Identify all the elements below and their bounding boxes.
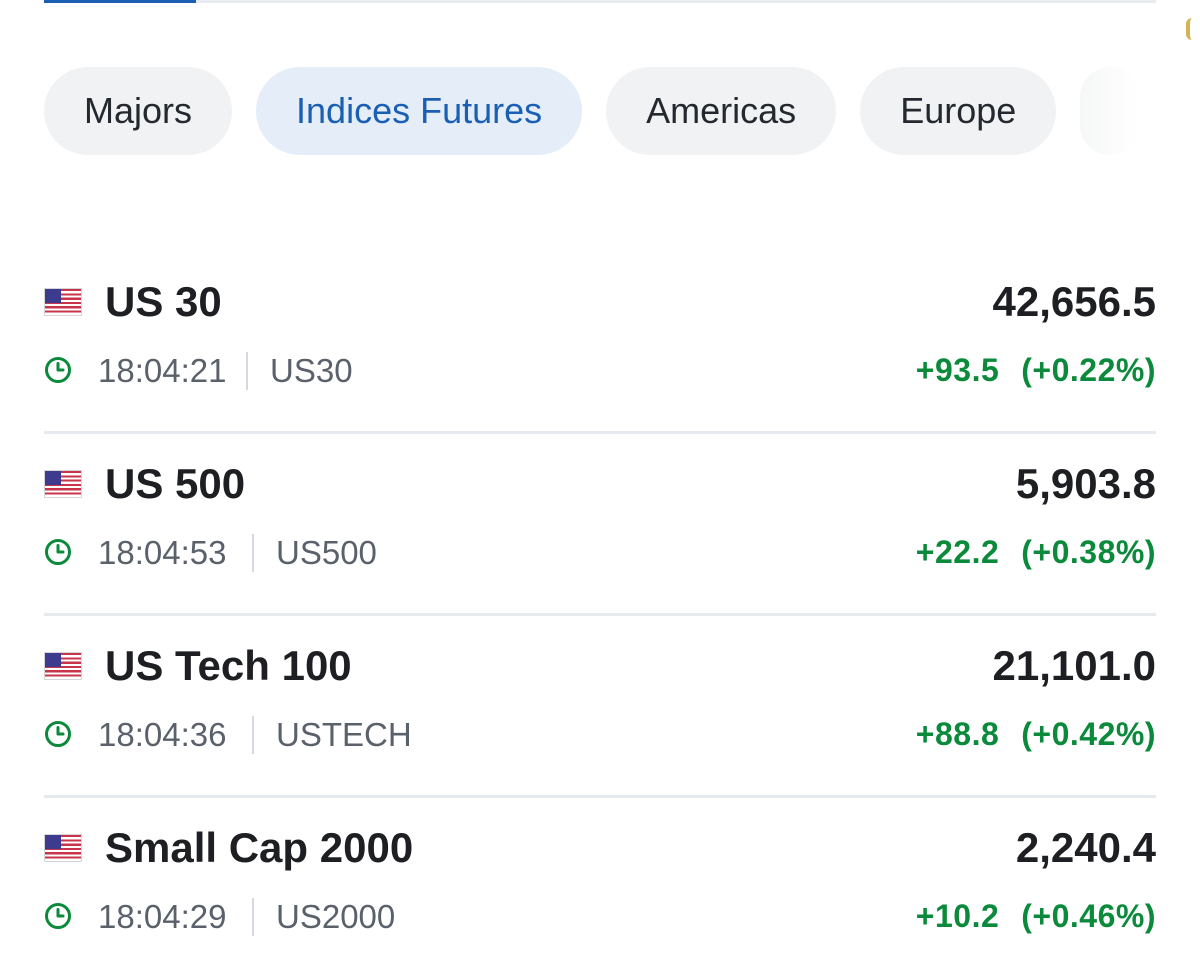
update-time: 18:04:36 [98,716,227,753]
clock-icon [45,721,71,747]
tab-indices-futures[interactable]: Indices Futures [256,67,583,155]
instrument-symbol: US30 [270,352,353,389]
change-percent: (+0.38%) [1021,534,1156,570]
price-change: +10.2 (+0.46%) [916,898,1156,935]
us-flag-icon [44,288,82,316]
instrument-row-ustech[interactable]: US Tech 100 21,101.0 18:04:36 USTECH +88… [44,616,1156,798]
change-value: +22.2 [915,534,1000,570]
change-percent: (+0.22%) [1021,352,1156,388]
instrument-price: 42,656.5 [992,278,1157,325]
instrument-name: US Tech 100 [105,642,352,689]
change-value: +93.5 [915,352,1000,388]
instrument-name: Small Cap 2000 [105,824,414,871]
tab-americas[interactable]: Americas [606,67,837,155]
change-value: +10.2 [915,898,1000,934]
update-time: 18:04:21 [98,352,227,389]
instrument-row-us2000[interactable]: Small Cap 2000 2,240.4 18:04:29 US2000 +… [44,798,1156,964]
change-value: +88.8 [915,716,1000,752]
active-tab-underline [44,0,196,3]
instrument-symbol: US500 [276,534,377,571]
us-flag-icon [44,834,82,862]
update-time: 18:04:53 [98,534,227,571]
instrument-row-us500[interactable]: US 500 5,903.8 18:04:53 US500 +22.2 (+0.3… [44,434,1156,616]
instrument-symbol: USTECH [276,716,412,753]
edge-decoration [1186,18,1200,40]
us-flag-icon [44,470,82,498]
divider [252,534,254,572]
tab-majors[interactable]: Majors [44,67,233,155]
price-change: +22.2 (+0.38%) [916,534,1156,571]
price-change: +93.5 (+0.22%) [916,352,1156,389]
clock-icon [45,539,71,565]
clock-icon [45,903,71,929]
instrument-name: US 30 [105,278,222,325]
top-tab-indicator [44,0,1156,3]
divider [246,352,248,390]
category-tabs: Majors Indices Futures Americas Europe [44,67,1156,155]
instrument-price: 2,240.4 [1015,824,1156,871]
change-percent: (+0.46%) [1021,898,1156,934]
us-flag-icon [44,652,82,680]
update-time: 18:04:29 [98,898,227,935]
clock-icon [45,357,71,383]
instrument-list: US 30 42,656.5 18:04:21 US30 +93.5 (+0.22… [44,252,1156,964]
instrument-name: US 500 [105,460,246,507]
instrument-row-us30[interactable]: US 30 42,656.5 18:04:21 US30 +93.5 (+0.22… [44,252,1156,434]
divider [252,898,254,936]
price-change: +88.8 (+0.42%) [916,716,1156,753]
change-percent: (+0.42%) [1021,716,1156,752]
instrument-price: 5,903.8 [1015,460,1156,507]
instrument-symbol: US2000 [276,898,396,935]
instrument-price: 21,101.0 [992,642,1157,689]
tab-next-partial[interactable] [1080,67,1141,155]
divider [252,716,254,754]
tab-europe[interactable]: Europe [860,67,1057,155]
